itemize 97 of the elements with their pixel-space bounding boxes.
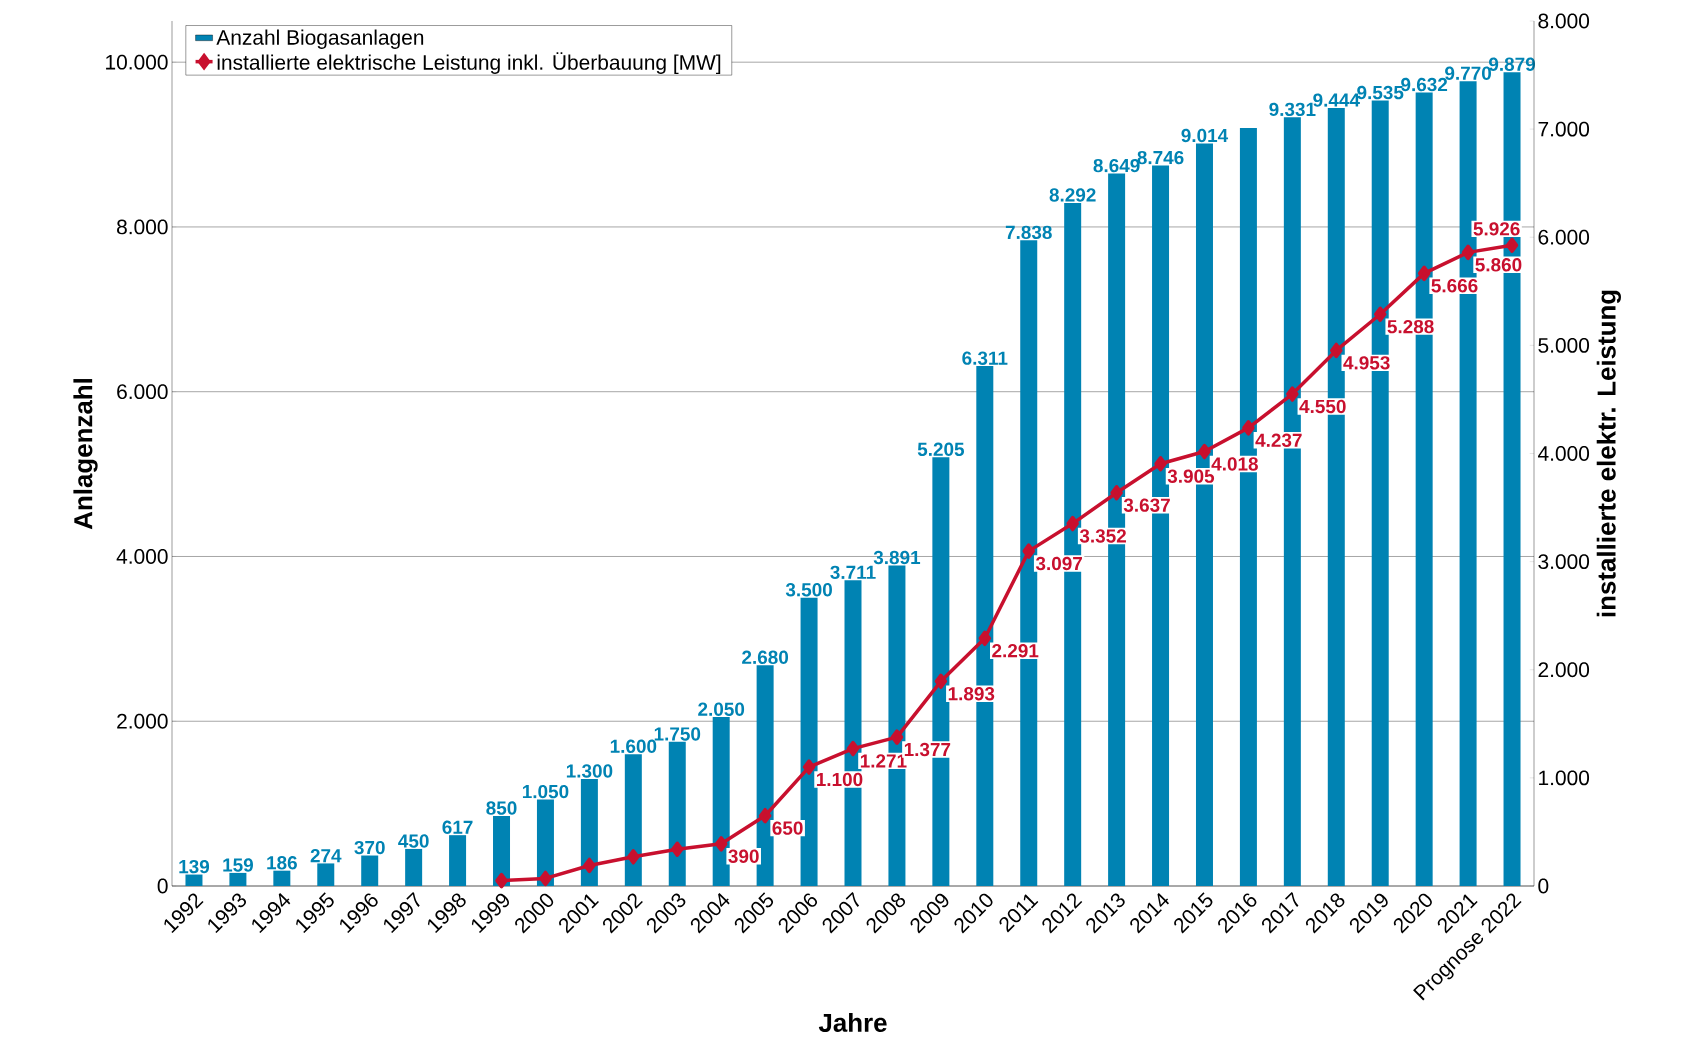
- data-label: 159: [223, 858, 253, 872]
- data-label: 3.097: [1035, 556, 1082, 571]
- point: [1505, 237, 1519, 253]
- bar: [405, 848, 423, 886]
- data-label: 3.905: [1167, 469, 1215, 483]
- data-label: 4.953: [1343, 356, 1390, 370]
- bar: [712, 717, 730, 886]
- point: [1373, 306, 1387, 322]
- point: [1330, 342, 1343, 359]
- x-axis-title: Jahre: [818, 1012, 887, 1032]
- data-label: 3.500: [785, 583, 832, 597]
- data-label: 4.237: [1255, 433, 1302, 447]
- data-label: 617: [442, 820, 473, 834]
- y2-tick-label: 8.000: [1538, 13, 1590, 29]
- data-label: 186: [267, 856, 297, 870]
- point: [671, 841, 684, 857]
- data-label: 650: [772, 821, 803, 835]
- data-label: 1.300: [566, 764, 613, 778]
- y2-axis-title: installierte elektr. Leistung: [1596, 290, 1621, 617]
- bar: [580, 778, 598, 886]
- y-axis-title: Anlagenzahl: [73, 379, 98, 530]
- bar: [361, 855, 379, 886]
- y2-tick-label: 0: [1538, 878, 1549, 894]
- bar: [624, 754, 642, 886]
- data-label: 9.879: [1489, 57, 1536, 71]
- data-label: 450: [398, 834, 429, 848]
- data-label: 2.680: [742, 650, 789, 665]
- point: [583, 857, 596, 874]
- bar: [185, 874, 203, 886]
- data-label: 1.893: [948, 687, 995, 701]
- y-tick-label: 6.000: [117, 384, 168, 400]
- y-tick-label: 8.000: [117, 219, 168, 235]
- bar: [449, 835, 467, 886]
- point: [758, 807, 772, 824]
- y2-tick-label: 4.000: [1538, 446, 1590, 461]
- data-label: 1.750: [654, 727, 701, 741]
- data-label: 7.838: [1005, 225, 1052, 240]
- point: [1461, 244, 1475, 261]
- point: [1198, 443, 1211, 460]
- point: [1110, 485, 1123, 501]
- y-tick-label: 2.000: [117, 713, 168, 729]
- data-label: 2.050: [698, 702, 745, 716]
- legend-label: installierte elektrische Leistung inkl. Überbauung [MW]: [217, 52, 721, 74]
- point: [1066, 515, 1079, 532]
- point: [714, 836, 728, 852]
- point: [627, 849, 640, 865]
- point: [934, 673, 948, 690]
- data-label: 5.288: [1387, 319, 1434, 334]
- y-tick-label: 0: [157, 878, 168, 894]
- data-label: 3.352: [1079, 529, 1126, 543]
- point: [846, 740, 860, 757]
- point: [1417, 265, 1431, 282]
- point: [1286, 386, 1299, 402]
- point: [495, 872, 508, 889]
- y2-tick-label: 5.000: [1538, 337, 1590, 353]
- data-label: 5.926: [1473, 222, 1520, 236]
- data-label: 370: [354, 840, 385, 855]
- legend-label: Anzahl Biogasanlagen: [216, 29, 424, 50]
- data-label: 139: [179, 859, 210, 874]
- point: [890, 729, 904, 745]
- y2-tick-label: 2.000: [1538, 662, 1590, 678]
- data-label: 3.711: [830, 565, 876, 580]
- data-label: 5.205: [917, 442, 965, 457]
- point: [978, 630, 992, 647]
- bar: [668, 741, 686, 886]
- data-label: 8.292: [1049, 188, 1096, 202]
- data-label: 2.291: [992, 643, 1039, 658]
- point: [1242, 420, 1255, 436]
- bar: [536, 799, 554, 886]
- data-label: 1.600: [610, 739, 657, 753]
- bar: [273, 870, 291, 886]
- y2-tick-label: 6.000: [1538, 229, 1590, 245]
- data-label: 4.018: [1211, 457, 1258, 471]
- data-label: 390: [728, 849, 759, 863]
- y-tick-label: 4.000: [116, 549, 168, 564]
- data-label: 5.860: [1475, 258, 1522, 272]
- y2-tick-label: 3.000: [1538, 554, 1590, 570]
- data-label: 9.014: [1181, 128, 1229, 143]
- point: [802, 759, 816, 775]
- data-label: 9.770: [1445, 66, 1491, 80]
- point: [539, 870, 552, 887]
- data-label: 850: [486, 801, 517, 815]
- data-label: 4.550: [1299, 399, 1346, 414]
- y2-tick-label: 1.000: [1539, 770, 1590, 786]
- data-label: 3.637: [1123, 498, 1170, 512]
- y-tick-label: 10.000: [106, 54, 168, 70]
- data-label: 274: [310, 849, 342, 863]
- bar: [317, 863, 335, 886]
- data-label: 1.050: [522, 784, 569, 799]
- data-label: 5.666: [1431, 279, 1478, 293]
- point: [1154, 456, 1167, 472]
- point: [1022, 543, 1035, 559]
- y2-tick-label: 7.000: [1538, 121, 1590, 137]
- data-label: 3.891: [873, 550, 921, 565]
- bar: [229, 872, 247, 886]
- data-label: 1.100: [816, 772, 863, 787]
- data-label: 6.311: [962, 351, 1008, 365]
